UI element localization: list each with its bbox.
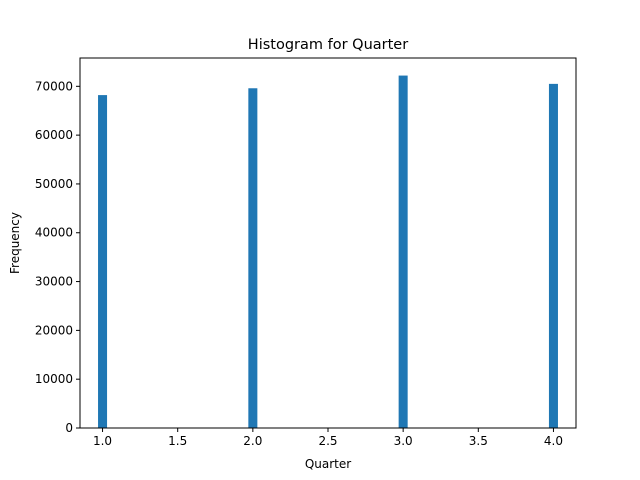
x-tick-label: 2.0 — [243, 434, 262, 448]
y-axis-label: Frequency — [8, 212, 22, 274]
x-tick-label: 4.0 — [544, 434, 563, 448]
chart-title: Histogram for Quarter — [248, 37, 408, 53]
bar-1 — [98, 95, 108, 428]
y-tick-label: 0 — [65, 421, 73, 435]
bar-4 — [548, 83, 558, 428]
x-tick-label: 1.0 — [93, 434, 112, 448]
y-tick-label: 50000 — [35, 177, 73, 191]
x-axis-ticks: 1.0 1.5 2.0 2.5 3.0 3.5 4.0 — [93, 428, 563, 448]
x-tick-label: 1.5 — [168, 434, 187, 448]
bars-group — [98, 75, 558, 428]
x-axis-label: Quarter — [305, 457, 351, 471]
y-tick-label: 20000 — [35, 323, 73, 337]
y-tick-label: 60000 — [35, 128, 73, 142]
y-tick-label: 10000 — [35, 372, 73, 386]
y-axis-ticks: 0 10000 20000 30000 40000 50000 60000 70000 — [35, 79, 80, 435]
bar-3 — [398, 75, 408, 428]
x-tick-label: 3.0 — [394, 434, 413, 448]
x-tick-label: 2.5 — [318, 434, 337, 448]
y-tick-label: 30000 — [35, 275, 73, 289]
y-tick-label: 40000 — [35, 226, 73, 240]
bar-2 — [248, 88, 258, 428]
y-tick-label: 70000 — [35, 79, 73, 93]
x-tick-label: 3.5 — [469, 434, 488, 448]
plot-area-frame — [79, 57, 577, 429]
